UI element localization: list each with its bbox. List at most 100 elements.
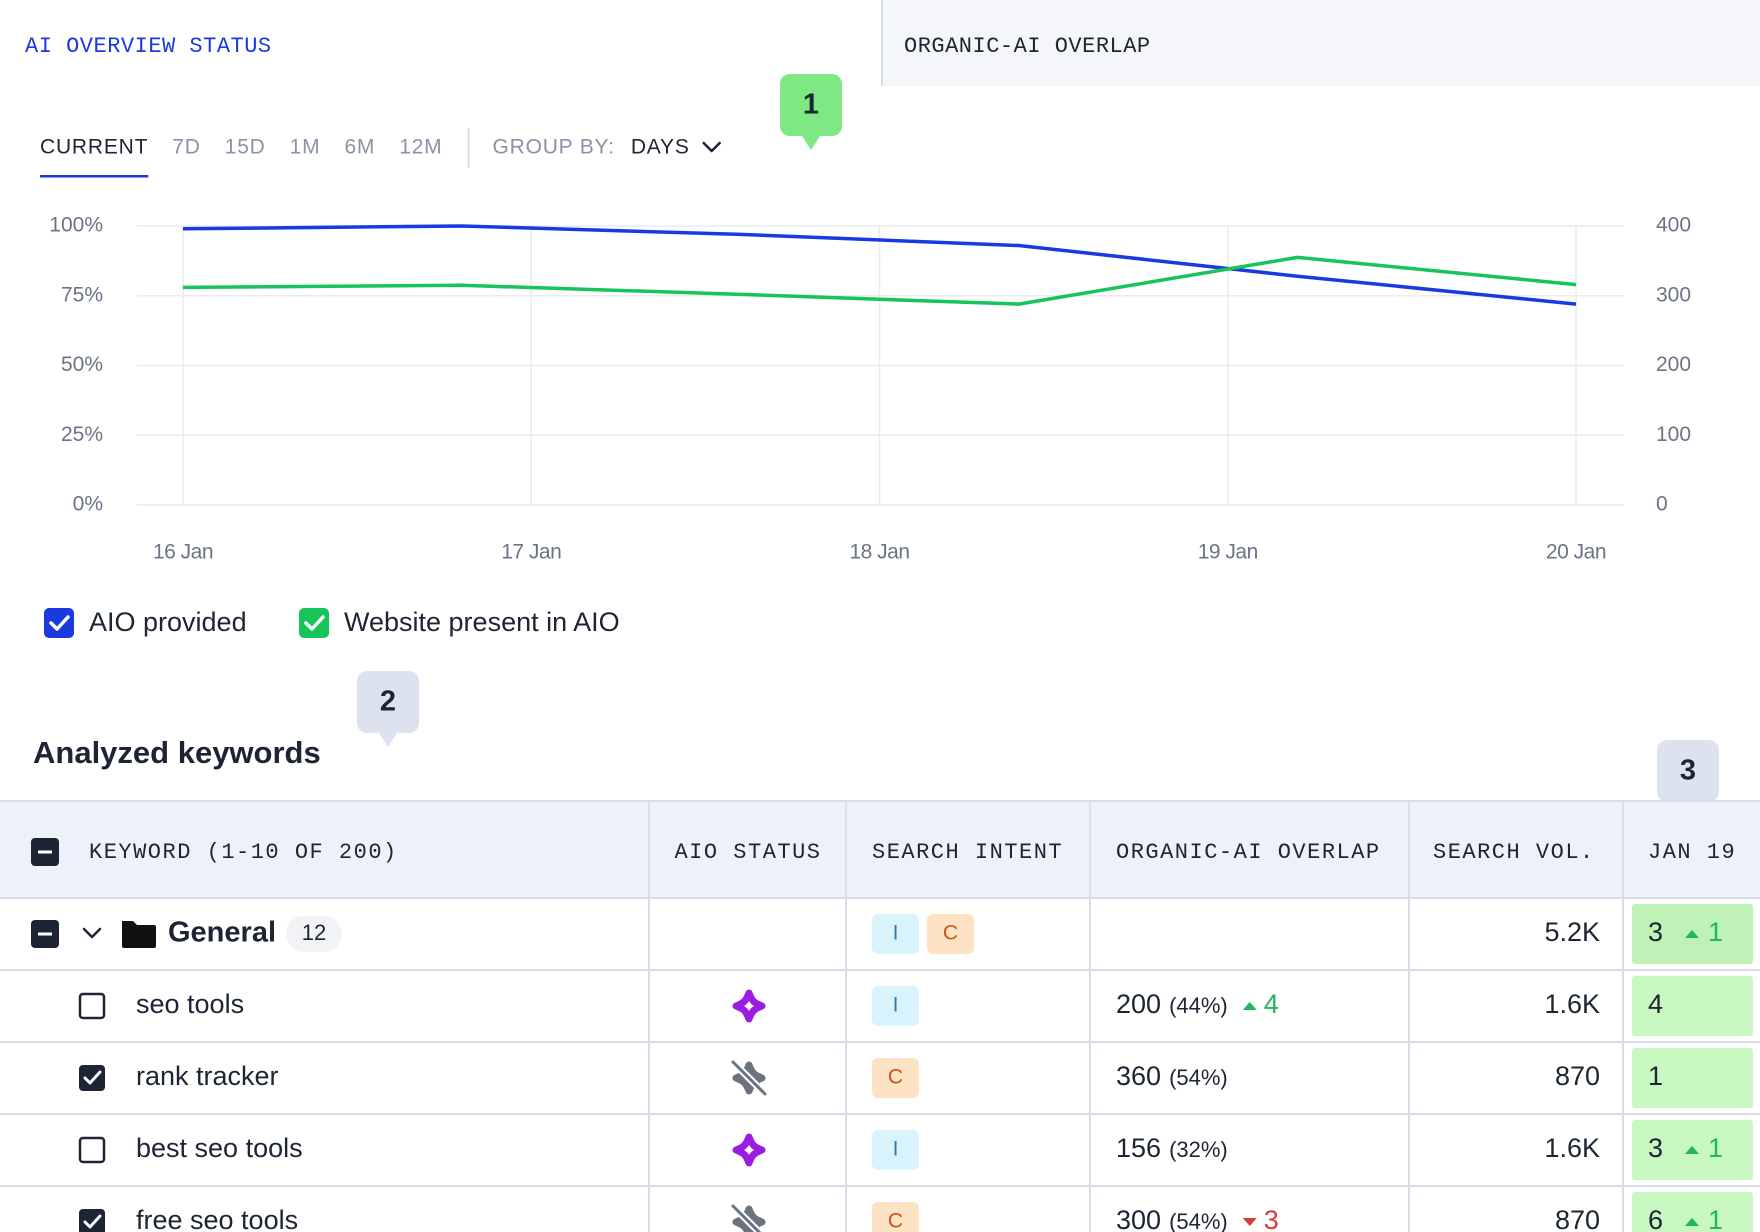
rank-value: 3 xyxy=(1648,917,1663,947)
overlap-change: 4 xyxy=(1264,989,1279,1019)
tab-background xyxy=(882,0,1760,86)
intent-chip xyxy=(927,914,974,954)
checkmark xyxy=(83,1070,102,1085)
y-tick-label: 0% xyxy=(73,493,103,516)
overlap-percent: (44%) xyxy=(1169,993,1228,1018)
section-title: Analyzed keywords xyxy=(33,735,321,770)
arrow-up xyxy=(1242,1002,1257,1010)
arrow-up xyxy=(1685,1146,1699,1154)
y2-tick-label: 100 xyxy=(1656,423,1691,446)
period-tab[interactable]: 6M xyxy=(344,136,375,159)
x-tick-label: 19 Jan xyxy=(1198,541,1258,564)
count-pill xyxy=(286,916,342,952)
aio-present-icon xyxy=(732,1133,766,1167)
badge-label: 1 xyxy=(803,89,819,121)
legend-label: Website present in AIO xyxy=(344,607,620,637)
legend-checkbox[interactable] xyxy=(44,608,74,638)
x-tick-label: 16 Jan xyxy=(153,541,213,564)
x-tick-label: 20 Jan xyxy=(1546,541,1606,564)
active-underline xyxy=(40,175,149,178)
column-header: ORGANIC-AI OVERLAP xyxy=(1116,840,1381,865)
tab[interactable]: AI OVERVIEW STATUS xyxy=(25,34,272,59)
intent-label: I xyxy=(893,994,899,1017)
overlap-percent: (54%) xyxy=(1169,1065,1228,1090)
y2-tick-label: 300 xyxy=(1656,283,1691,306)
intent-label: C xyxy=(888,1066,903,1089)
table-header xyxy=(0,801,1760,898)
group-by-label: GROUP BY: xyxy=(492,136,614,159)
keyword: seo tools xyxy=(136,989,244,1019)
intent-label: I xyxy=(893,922,899,945)
search-volume: 870 xyxy=(1555,1205,1600,1232)
intent-label: C xyxy=(943,922,958,945)
rank-value: 6 xyxy=(1648,1205,1663,1232)
intent-chip xyxy=(872,1058,919,1098)
data-line xyxy=(182,255,1577,306)
rank-value: 3 xyxy=(1648,1133,1663,1163)
period-tab[interactable]: 12M xyxy=(399,136,442,159)
arrow-down xyxy=(1242,1218,1257,1226)
badge-label: 3 xyxy=(1680,755,1696,787)
keyword: best seo tools xyxy=(136,1133,303,1163)
y2-tick-label: 0 xyxy=(1656,493,1668,516)
rank-change: 1 xyxy=(1708,1133,1723,1163)
intent-chip xyxy=(872,1130,919,1170)
search-volume: 870 xyxy=(1555,1061,1600,1091)
column-header: JAN 19 xyxy=(1648,840,1736,865)
data-line xyxy=(182,224,1577,306)
badge xyxy=(1657,740,1719,816)
column-header: SEARCH VOL. xyxy=(1433,840,1595,865)
keyword: rank tracker xyxy=(136,1061,279,1091)
period-tab[interactable]: 15D xyxy=(225,136,266,159)
slash xyxy=(731,1204,762,1232)
expand-chevron[interactable] xyxy=(82,927,102,939)
overlap-value: 360 xyxy=(1116,1061,1161,1091)
y-tick-label: 25% xyxy=(61,423,103,446)
group-by-value[interactable]: DAYS xyxy=(631,136,690,159)
checkbox-checked[interactable] xyxy=(79,1209,105,1232)
checkbox-checked[interactable] xyxy=(79,1065,105,1091)
badge xyxy=(780,74,842,150)
arrow-up xyxy=(1685,930,1699,938)
period-tab[interactable]: CURRENT xyxy=(40,136,148,159)
search-volume: 1.6K xyxy=(1544,989,1600,1019)
y-tick-label: 75% xyxy=(61,283,103,306)
x-tick-label: 17 Jan xyxy=(501,541,561,564)
slash xyxy=(731,1060,767,1096)
chevron xyxy=(702,141,721,153)
x-tick-label: 18 Jan xyxy=(849,541,909,564)
rank-change: 1 xyxy=(1708,917,1723,947)
aio-present-icon xyxy=(732,989,766,1023)
intent-chip xyxy=(872,986,919,1026)
search-volume: 5.2K xyxy=(1544,917,1600,947)
rank-value: 1 xyxy=(1648,1061,1663,1091)
y-tick-label: 50% xyxy=(61,353,103,376)
checkbox[interactable] xyxy=(78,992,106,1020)
y-tick-label: 100% xyxy=(49,214,103,237)
overlap-value: 156 xyxy=(1116,1133,1161,1163)
y2-tick-label: 200 xyxy=(1656,353,1691,376)
column-header: KEYWORD (1-10 OF 200) xyxy=(89,840,398,865)
column-header: SEARCH INTENT xyxy=(872,840,1063,865)
checkmark xyxy=(304,615,325,631)
checkmark xyxy=(49,615,70,631)
period-tab[interactable]: 1M xyxy=(290,136,321,159)
rank-cell xyxy=(1632,976,1753,1036)
period-tab[interactable]: 7D xyxy=(172,136,200,159)
badge-label: 2 xyxy=(380,686,396,718)
intent-chip xyxy=(872,1202,919,1232)
badge xyxy=(357,671,419,747)
checkmark xyxy=(83,1214,102,1229)
rank-change: 1 xyxy=(1708,1205,1723,1232)
intent-chip xyxy=(872,914,919,954)
checkbox[interactable] xyxy=(78,1136,106,1164)
column-header: AIO STATUS xyxy=(674,840,821,865)
y2-tick-label: 400 xyxy=(1656,214,1691,237)
legend-checkbox[interactable] xyxy=(299,608,329,638)
folder-icon xyxy=(122,921,156,948)
rank-cell xyxy=(1632,1048,1753,1108)
tab[interactable]: ORGANIC-AI OVERLAP xyxy=(904,34,1151,59)
intent-label: I xyxy=(893,1138,899,1161)
